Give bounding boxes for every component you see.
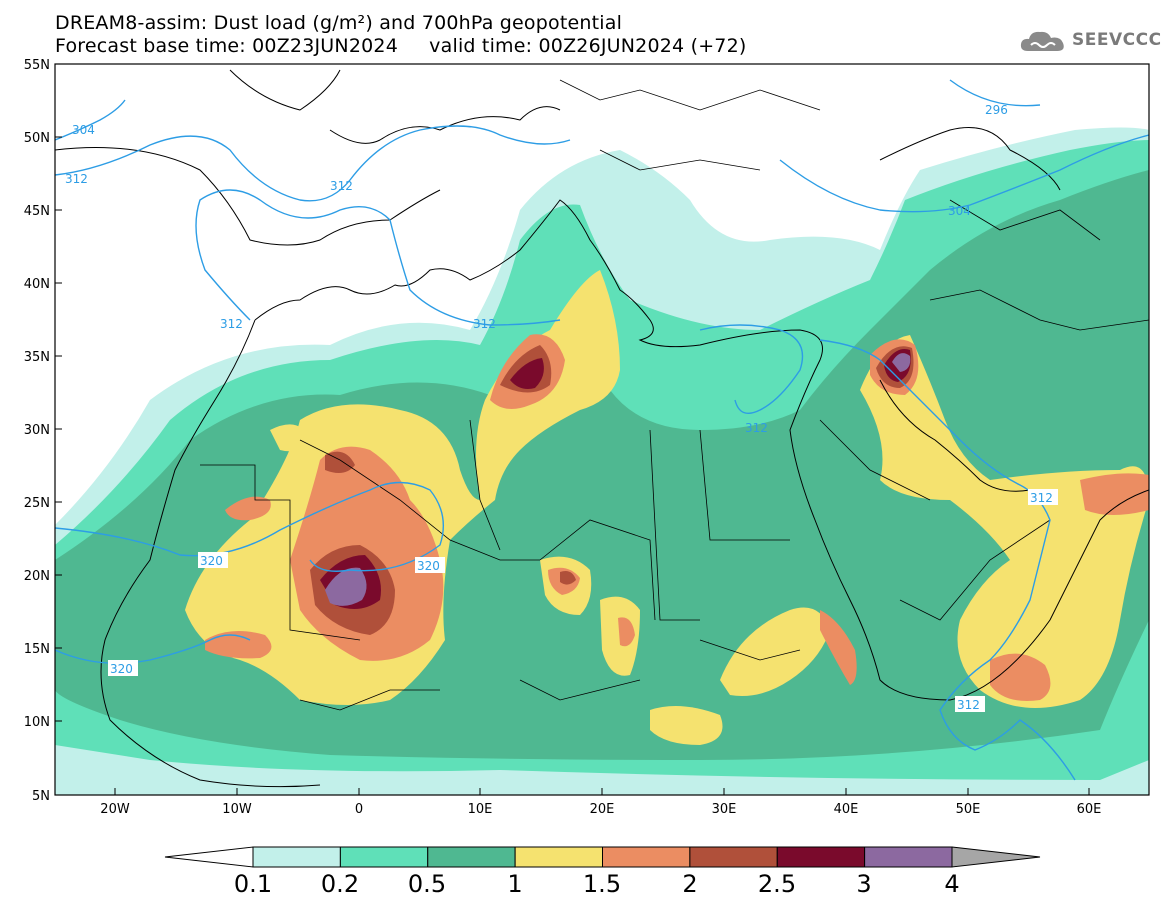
colorbar-label: 2.5 (757, 870, 797, 898)
longitude-axis: 20W 10W 0 10E 20E 30E 40E 50E 60E (100, 788, 1101, 817)
colorbar-cell (689, 846, 778, 868)
map-area: 304 312 312 312 312 312 296 304 320 320 … (55, 64, 1149, 795)
colorbar-label: 2 (682, 870, 698, 898)
colorbar-label: 0.2 (320, 870, 360, 898)
colorbar-cell (427, 846, 516, 868)
contour-label: 312 (330, 179, 353, 193)
lon-label: 0 (355, 802, 363, 817)
contour-label: 312 (473, 317, 496, 331)
colorbar (164, 846, 1041, 868)
lon-label: 50E (956, 802, 981, 817)
colorbar-label: 3 (856, 870, 872, 898)
contour-labels: 304 312 312 312 312 312 296 304 320 320 … (65, 103, 1058, 712)
contour-label: 312 (1030, 491, 1053, 505)
lat-label: 30N (24, 423, 50, 438)
contour-label: 312 (957, 698, 980, 712)
colorbar-cell (776, 846, 866, 868)
lat-label: 55N (24, 58, 50, 73)
contour-label: 304 (948, 204, 971, 218)
lat-label: 50N (24, 131, 50, 146)
lon-label: 20E (590, 802, 615, 817)
lon-label: 10E (468, 802, 493, 817)
lat-label: 25N (24, 496, 50, 511)
lat-label: 20N (24, 569, 50, 584)
colorbar-label: 0.1 (233, 870, 273, 898)
colorbar-label: 4 (944, 870, 960, 898)
coastlines (55, 69, 1149, 788)
colorbar-label: 1.5 (582, 870, 622, 898)
lon-label: 10W (222, 802, 252, 817)
contour-label: 320 (110, 662, 133, 676)
geopotential-contours (55, 79, 1149, 781)
lat-label: 5N (32, 789, 50, 804)
lon-label: 20W (100, 802, 130, 817)
contour-label: 304 (72, 123, 95, 137)
contour-label: 312 (220, 317, 243, 331)
latitude-axis: 55N 50N 45N 40N 35N 30N 25N 20N 15N 10N … (24, 58, 62, 804)
colorbar-cell (602, 846, 691, 868)
colorbar-label: 1 (507, 870, 523, 898)
colorbar-under-triangle (164, 846, 254, 868)
colorbar-over-triangle (951, 846, 1041, 868)
colorbar-cell (252, 846, 341, 868)
contour-label: 296 (985, 103, 1008, 117)
lon-label: 40E (834, 802, 859, 817)
contour-label: 320 (200, 554, 223, 568)
map-title: DREAM8-assim: Dust load (g/m²) and 700hP… (55, 12, 623, 34)
cloud-icon (1020, 31, 1064, 51)
lat-label: 35N (24, 350, 50, 365)
lat-label: 10N (24, 715, 50, 730)
lat-label: 40N (24, 277, 50, 292)
lat-label: 15N (24, 642, 50, 657)
logo-text: SEEVCCC (1072, 30, 1162, 50)
lon-label: 60E (1077, 802, 1102, 817)
lat-label: 45N (24, 204, 50, 219)
colorbar-cell (339, 846, 429, 868)
contour-label: 312 (65, 172, 88, 186)
colorbar-label: 0.5 (407, 870, 447, 898)
dust-field-3p0 (325, 353, 911, 606)
seevccc-logo: SEEVCCC (1018, 27, 1162, 53)
contour-label: 320 (417, 559, 440, 573)
contour-label: 312 (745, 421, 768, 435)
lon-label: 30E (712, 802, 737, 817)
colorbar-cell (514, 846, 603, 868)
country-borders (200, 79, 1149, 711)
map-subtitle: Forecast base time: 00Z23JUN2024 valid t… (55, 35, 747, 57)
colorbar-cell (864, 846, 953, 868)
